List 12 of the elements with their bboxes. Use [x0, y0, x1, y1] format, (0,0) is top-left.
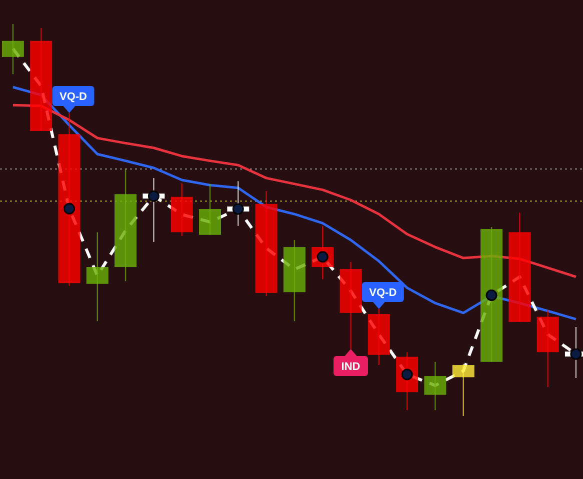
- annotation: IND: [341, 360, 360, 373]
- candlestick: [424, 361, 446, 411]
- candlestick: [452, 363, 474, 417]
- point: [64, 202, 75, 214]
- point: [232, 203, 244, 215]
- candlestick: [2, 23, 24, 75]
- point: [148, 190, 160, 202]
- point: [570, 348, 582, 360]
- candlestick: [86, 232, 108, 322]
- annotation: VQ-D: [369, 286, 397, 299]
- annotation: VQ-D: [60, 90, 88, 103]
- point: [486, 290, 498, 302]
